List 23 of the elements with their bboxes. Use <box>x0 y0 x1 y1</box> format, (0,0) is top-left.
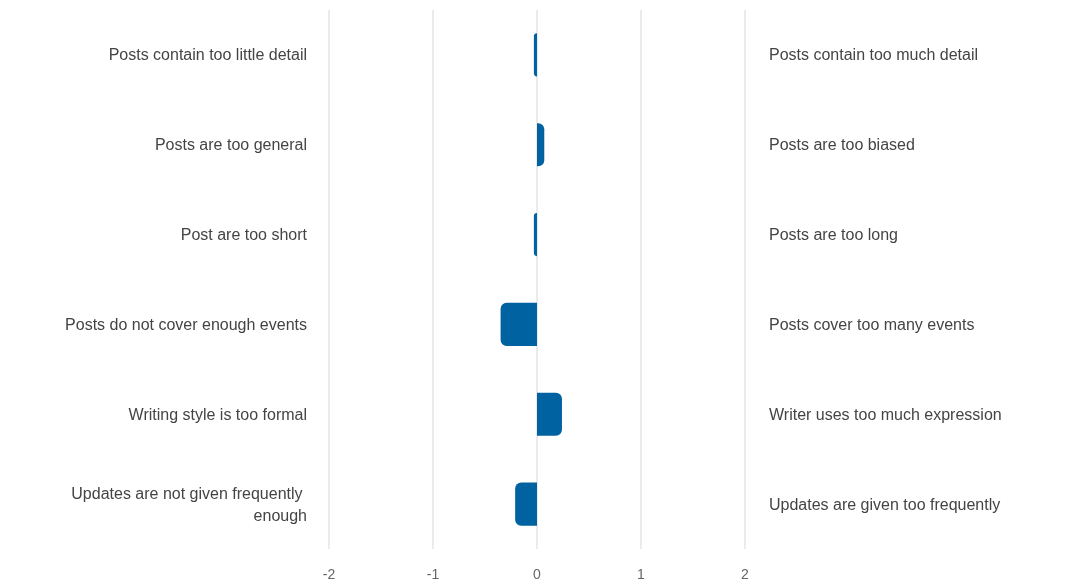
y-tick-label: Posts are too general <box>154 136 307 154</box>
y-tick-label: Posts do not cover enough events <box>65 315 307 333</box>
bar <box>500 302 537 346</box>
y2-tick-label: Posts are too biased <box>769 136 915 154</box>
y2-tick-label: Writer uses too much expression <box>769 405 1002 423</box>
x-tick-label: 1 <box>637 566 646 582</box>
bar <box>533 213 537 257</box>
bar <box>533 33 537 77</box>
x-tick-label: -2 <box>322 566 336 582</box>
y2-tick-label: Posts cover too many events <box>769 315 975 333</box>
y-tick-label: Writing style is too formal <box>128 405 307 423</box>
bar <box>537 123 545 167</box>
bar <box>515 482 537 526</box>
x-tick-label: -1 <box>426 566 440 582</box>
y2-tick-label: Updates are given too frequently <box>769 495 1001 513</box>
y-tick-label: Updates are not given frequently enough <box>71 484 307 524</box>
y-tick-label: Posts contain too little detail <box>108 46 307 64</box>
x-tick-label: 2 <box>741 566 750 582</box>
x-tick-label: 0 <box>533 566 542 582</box>
bar <box>537 392 562 436</box>
y-tick-label: Post are too short <box>180 226 308 244</box>
y2-tick-label: Posts are too long <box>769 226 898 244</box>
y2-tick-label: Posts contain too much detail <box>769 46 979 64</box>
